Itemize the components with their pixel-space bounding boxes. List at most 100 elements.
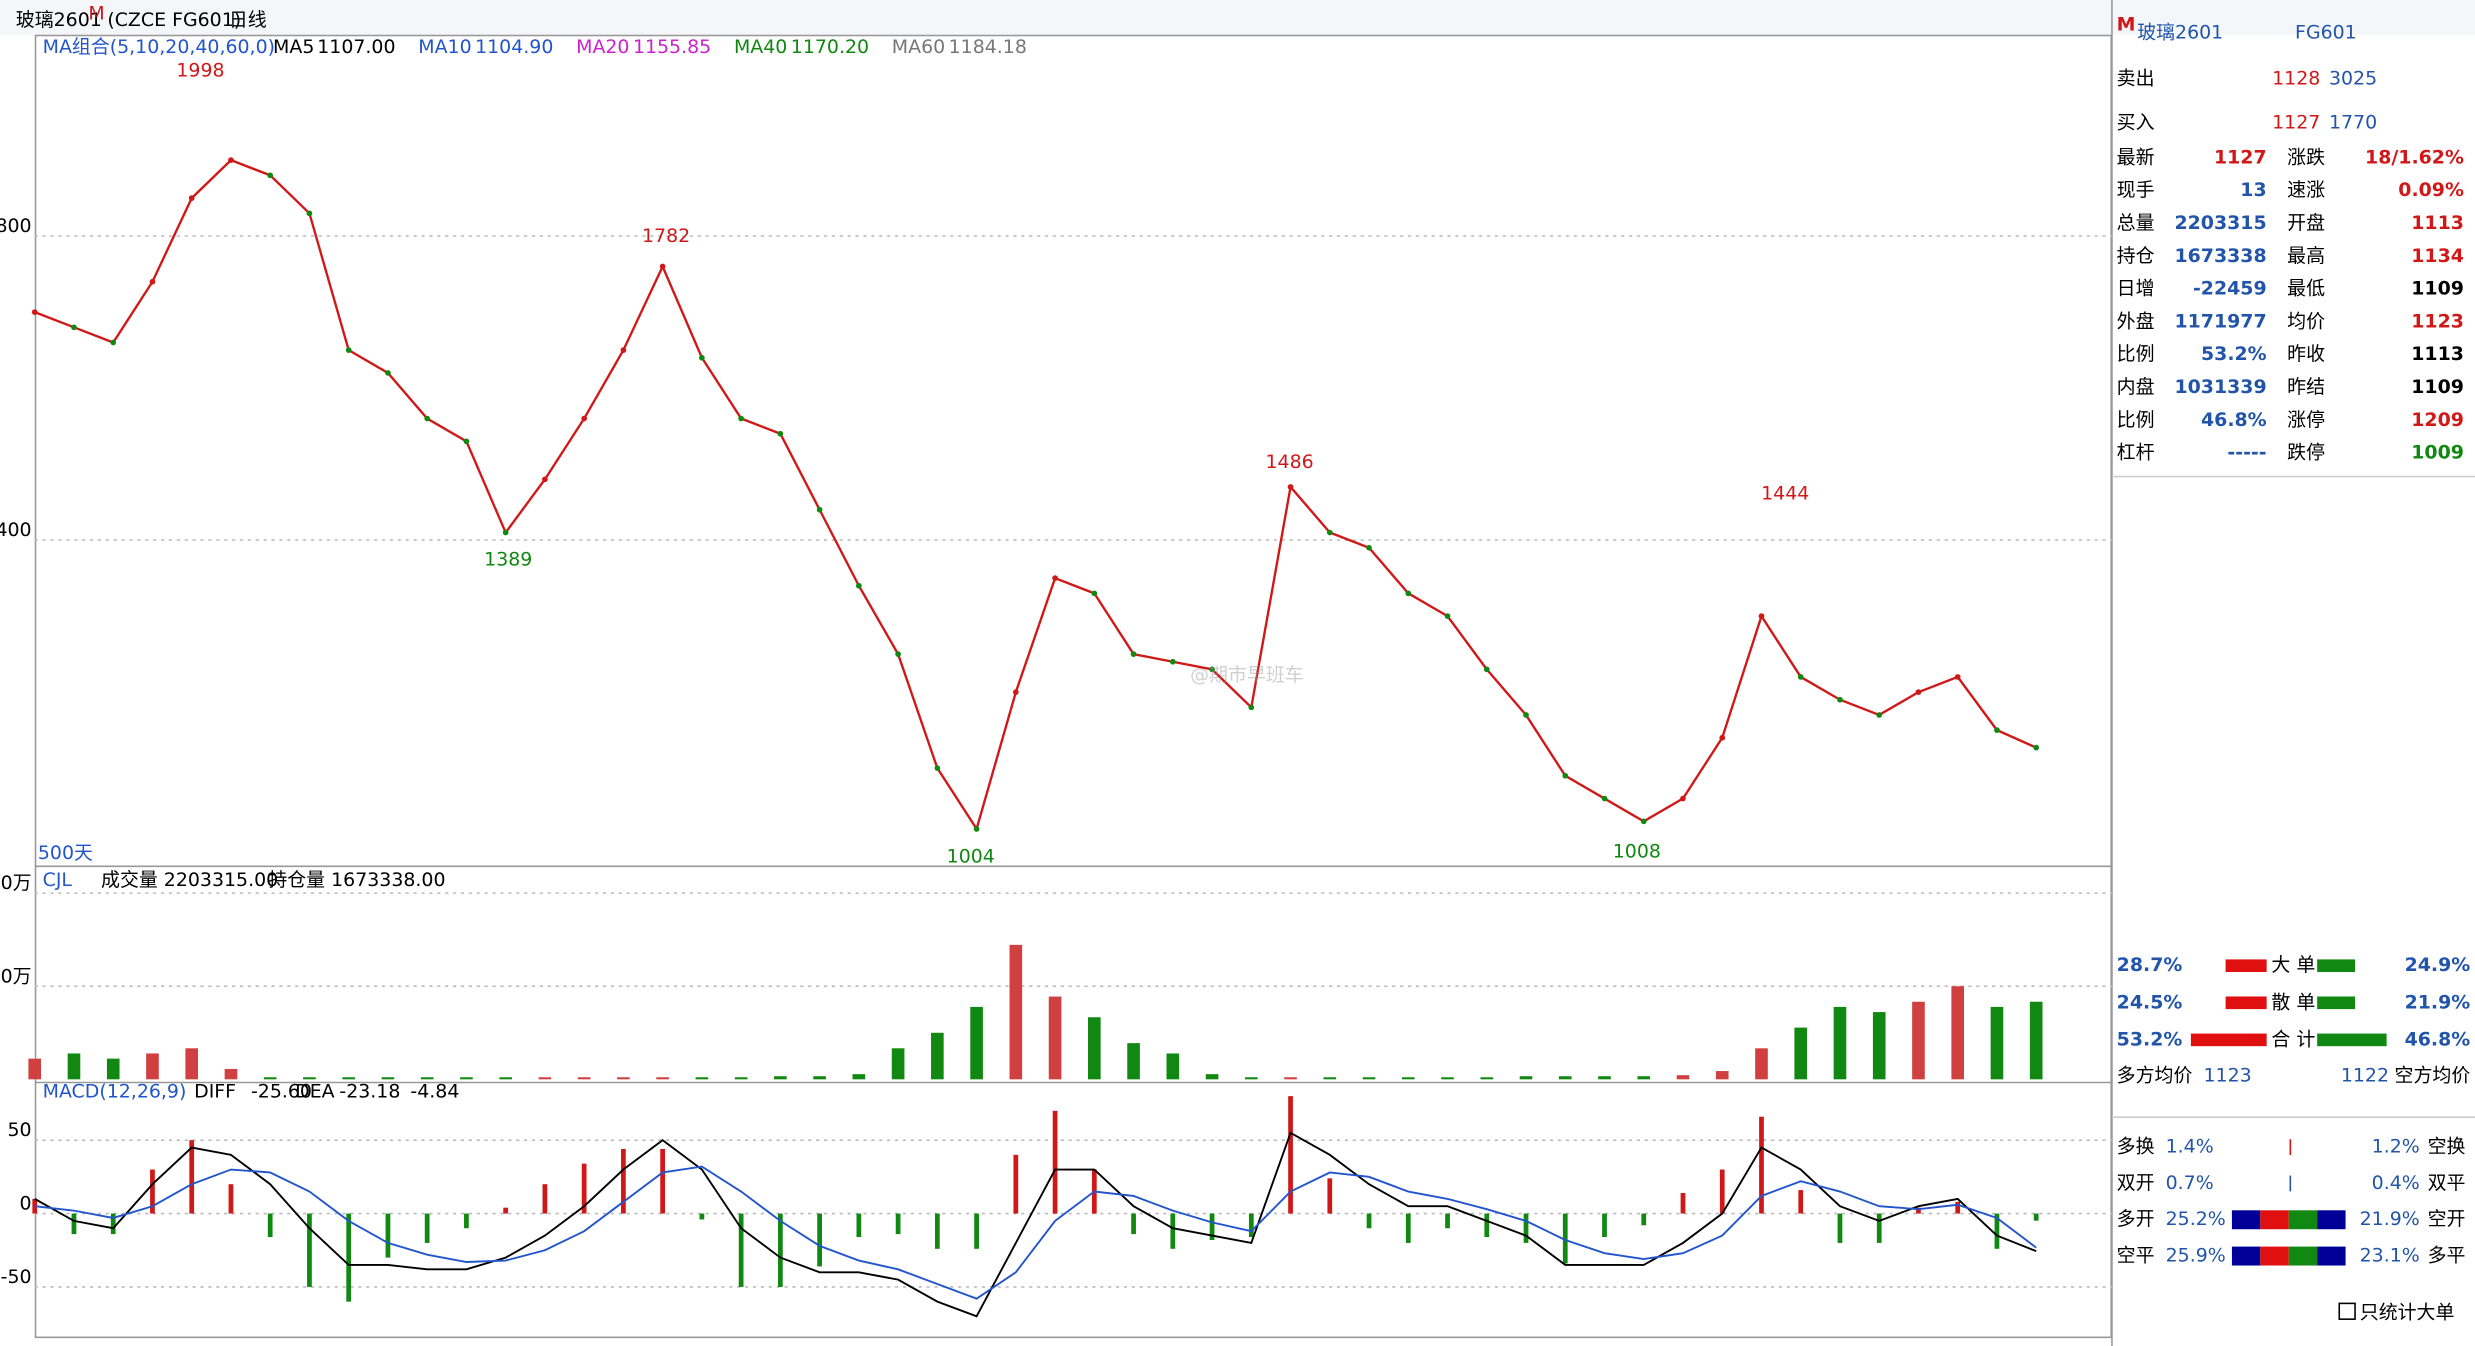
price-point: [738, 415, 744, 422]
ratio-bar: [2231, 1210, 2261, 1230]
value: 1171977: [2174, 310, 2266, 332]
label: 总量: [2117, 212, 2155, 234]
volume-bar: [224, 1068, 238, 1080]
buy-bar: [2190, 1033, 2267, 1047]
code: FG601: [2295, 22, 2357, 44]
percent: 24.9%: [2405, 954, 2471, 976]
volume-bar: [1244, 1077, 1258, 1080]
macd-bar: [974, 1213, 979, 1249]
sell-bar: [2317, 959, 2356, 973]
macd-bar: [1562, 1213, 1568, 1264]
value: 1031339: [2174, 376, 2266, 398]
label: 涨跌: [2287, 146, 2325, 168]
title-bar: [0, 0, 2475, 35]
price-point: [1287, 484, 1294, 490]
macd-bar: [1680, 1193, 1686, 1214]
macd-bar: [71, 1213, 77, 1235]
volume-bar: [538, 1077, 552, 1080]
price-point: [856, 582, 862, 589]
macd-value: -25.60: [251, 1080, 312, 1102]
volume-bar: [970, 1006, 983, 1080]
price-point: [2033, 744, 2040, 751]
value: 1122: [2341, 1065, 2389, 1087]
price-point: [463, 438, 470, 445]
macd-bar: [346, 1213, 352, 1302]
macd-line: [34, 1165, 2037, 1300]
checkbox[interactable]: [2338, 1302, 2356, 1320]
volume-bar: [1990, 1006, 2004, 1080]
price-point: [31, 309, 38, 315]
volume-bar: [617, 1077, 630, 1080]
volume-bar: [1048, 996, 1062, 1080]
ma-name: MA10: [418, 36, 471, 58]
macd-bar: [1288, 1096, 1293, 1214]
macd-name: DEA: [295, 1080, 335, 1102]
volume-bar: [1441, 1077, 1454, 1080]
label: 内盘: [2117, 376, 2155, 398]
label: 涨停: [2287, 409, 2325, 431]
price-line: [34, 158, 2037, 832]
volume-bar: [1088, 1017, 1101, 1080]
macd-bar: [1641, 1213, 1647, 1226]
label: 昨结: [2287, 376, 2325, 398]
watermark: @期市早班车: [1190, 664, 1304, 686]
percent: 21.9%: [2405, 991, 2471, 1013]
volume-bar: [931, 1032, 944, 1080]
label: 外盘: [2117, 310, 2155, 332]
label: 现手: [2117, 179, 2155, 201]
macd-bar: [738, 1213, 744, 1287]
price-point: [1562, 772, 1569, 779]
percent: 25.9%: [2166, 1245, 2226, 1267]
price-point: [973, 826, 980, 832]
volume-bar: [1205, 1074, 1219, 1080]
ma-value: 1184.18: [949, 36, 1027, 58]
ma-title: MA组合(5,10,20,40,60,0): [43, 36, 275, 58]
value: 1123: [2411, 310, 2464, 332]
macd-bar: [1837, 1213, 1843, 1243]
macd-bar: [1445, 1213, 1450, 1229]
price-point: [188, 195, 195, 201]
volume-bar: [1009, 944, 1023, 1080]
price-point: [1876, 712, 1883, 718]
percent: 46.8%: [2405, 1028, 2471, 1050]
macd-bar: [1248, 1213, 1254, 1238]
percent: 23.1%: [2360, 1245, 2420, 1267]
volume-bar: [1637, 1076, 1651, 1080]
volume-bar: [106, 1058, 120, 1080]
price-point: [1444, 613, 1451, 619]
label: 卖出: [2117, 67, 2155, 89]
percent: 25.2%: [2166, 1208, 2226, 1230]
label: 速涨: [2287, 179, 2325, 201]
buy-bar: [2225, 996, 2267, 1010]
label: 开盘: [2287, 212, 2325, 234]
macd-bar: [817, 1213, 822, 1267]
macd-value: -4.84: [410, 1080, 459, 1102]
macd-bar: [934, 1213, 940, 1249]
macd-bar: [1052, 1110, 1058, 1214]
label: 均价: [2287, 310, 2325, 332]
volume-bar: [1715, 1071, 1729, 1080]
label: 昨收: [2287, 343, 2325, 365]
label: 多方均价: [2117, 1065, 2193, 1087]
label: 比例: [2117, 343, 2155, 365]
volume-bar: [1755, 1048, 1768, 1080]
value: -----: [2227, 442, 2266, 464]
price-point: [1052, 575, 1058, 581]
macd-bar: [1209, 1213, 1215, 1240]
flag: M: [88, 3, 104, 25]
price: 1128: [2272, 67, 2320, 89]
sell-bar: [2317, 996, 2356, 1010]
macd-bar: [1170, 1213, 1176, 1249]
volume-bar: [1323, 1077, 1337, 1080]
macd-bar: [1798, 1190, 1804, 1214]
volume-bar: [774, 1076, 787, 1080]
price-point: [934, 765, 941, 771]
volume-label: 成交量 2203315.00: [101, 869, 278, 891]
volume-bar: [1872, 1012, 1886, 1080]
ratio-bar: [2260, 1246, 2289, 1266]
value: 1109: [2411, 278, 2464, 300]
y-tick-label: 0: [20, 1193, 32, 1215]
